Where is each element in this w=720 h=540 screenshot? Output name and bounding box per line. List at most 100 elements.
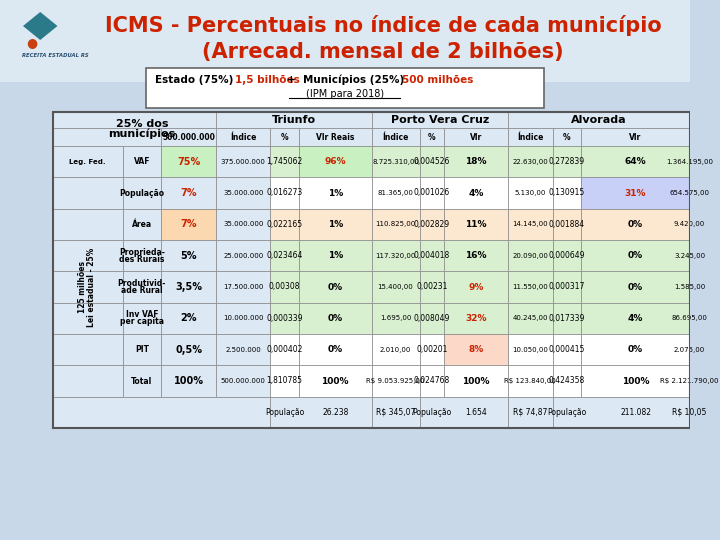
- Text: Estado (75%): Estado (75%): [156, 75, 237, 85]
- Text: 31%: 31%: [625, 188, 647, 198]
- Text: 1.695,00: 1.695,00: [380, 315, 411, 321]
- Bar: [53, 146, 122, 177]
- Bar: [420, 366, 444, 397]
- Text: 0%: 0%: [628, 345, 643, 354]
- Bar: [553, 146, 581, 177]
- Bar: [444, 302, 508, 334]
- Text: 22.630,00: 22.630,00: [512, 159, 548, 165]
- Text: 1%: 1%: [328, 251, 343, 260]
- Bar: [122, 302, 161, 334]
- Bar: [581, 366, 690, 397]
- Text: 10.050,00: 10.050,00: [512, 347, 548, 353]
- Text: População: População: [265, 408, 304, 417]
- Bar: [553, 177, 581, 208]
- Text: R$ 10,05: R$ 10,05: [672, 408, 707, 417]
- Text: Leg. Fed.: Leg. Fed.: [69, 159, 106, 165]
- Bar: [53, 112, 217, 128]
- Text: 500.000.000: 500.000.000: [162, 132, 215, 141]
- Text: 0,004526: 0,004526: [414, 157, 450, 166]
- Text: 100%: 100%: [622, 376, 649, 386]
- Bar: [508, 208, 553, 240]
- Text: Vlr Reais: Vlr Reais: [316, 132, 354, 141]
- Text: (Arrecad. mensal de 2 bilhões): (Arrecad. mensal de 2 bilhões): [202, 42, 564, 62]
- Bar: [553, 128, 581, 146]
- Bar: [145, 68, 544, 108]
- Text: R$ 9.053.925,00: R$ 9.053.925,00: [366, 378, 425, 384]
- Bar: [122, 366, 161, 397]
- Text: %: %: [281, 132, 288, 141]
- Text: 0%: 0%: [628, 220, 643, 229]
- Text: Porto Vera Cruz: Porto Vera Cruz: [390, 115, 489, 125]
- Bar: [270, 397, 372, 428]
- Bar: [553, 334, 581, 366]
- Bar: [372, 112, 508, 128]
- Bar: [553, 302, 581, 334]
- Text: 75%: 75%: [177, 157, 200, 167]
- Bar: [553, 271, 581, 302]
- Bar: [122, 334, 161, 366]
- Bar: [508, 334, 553, 366]
- Text: 2%: 2%: [181, 313, 197, 323]
- Text: 0,022165: 0,022165: [266, 220, 302, 229]
- Bar: [217, 146, 270, 177]
- Bar: [444, 240, 508, 271]
- Text: Índice: Índice: [230, 132, 256, 141]
- Text: 0,000415: 0,000415: [549, 345, 585, 354]
- Text: Índice: Índice: [517, 132, 544, 141]
- Bar: [217, 271, 270, 302]
- Text: 500 milhões: 500 milhões: [402, 75, 474, 85]
- Bar: [53, 128, 161, 146]
- Text: 0,424358: 0,424358: [549, 376, 585, 386]
- Text: %: %: [563, 132, 571, 141]
- Bar: [270, 208, 299, 240]
- Circle shape: [28, 39, 37, 49]
- Text: 0%: 0%: [628, 251, 643, 260]
- Bar: [53, 302, 122, 334]
- Bar: [161, 366, 217, 397]
- Bar: [581, 240, 690, 271]
- Text: 654.575,00: 654.575,00: [670, 190, 710, 196]
- Text: 0,000317: 0,000317: [549, 282, 585, 292]
- Text: 0,001884: 0,001884: [549, 220, 585, 229]
- Text: 10.000.000: 10.000.000: [223, 315, 264, 321]
- Bar: [420, 177, 444, 208]
- Bar: [553, 397, 690, 428]
- Bar: [444, 146, 508, 177]
- Text: VAF: VAF: [133, 157, 150, 166]
- Text: municípios: municípios: [108, 129, 176, 139]
- Text: R$ 345,07: R$ 345,07: [376, 408, 415, 417]
- Bar: [299, 271, 372, 302]
- Text: 117.320,00: 117.320,00: [375, 253, 415, 259]
- Text: 0,008049: 0,008049: [414, 314, 450, 323]
- Text: 0,023464: 0,023464: [266, 251, 302, 260]
- Bar: [270, 128, 299, 146]
- Text: 9.420,00: 9.420,00: [674, 221, 706, 227]
- Text: 1%: 1%: [328, 220, 343, 229]
- Text: R$ 2.121.790,00: R$ 2.121.790,00: [660, 378, 719, 384]
- Bar: [161, 177, 217, 208]
- Text: 0,00308: 0,00308: [269, 282, 300, 292]
- Bar: [299, 128, 372, 146]
- Bar: [444, 366, 508, 397]
- Text: 0,016273: 0,016273: [266, 188, 302, 198]
- Polygon shape: [23, 12, 58, 40]
- Text: 0%: 0%: [328, 282, 343, 292]
- Bar: [508, 128, 553, 146]
- Text: 0%: 0%: [328, 345, 343, 354]
- Text: 18%: 18%: [465, 157, 487, 166]
- Text: 0,5%: 0,5%: [175, 345, 202, 355]
- Text: 96%: 96%: [325, 157, 346, 166]
- Bar: [161, 271, 217, 302]
- Text: 100%: 100%: [174, 376, 204, 386]
- Bar: [161, 240, 217, 271]
- Text: R$ 74,87: R$ 74,87: [513, 408, 547, 417]
- Bar: [420, 240, 444, 271]
- Text: 0%: 0%: [328, 314, 343, 323]
- Text: Proprieda-: Proprieda-: [119, 248, 165, 256]
- Text: 5.130,00: 5.130,00: [515, 190, 546, 196]
- Bar: [217, 112, 372, 128]
- Text: 1.585,00: 1.585,00: [674, 284, 706, 290]
- Bar: [53, 334, 122, 366]
- Text: 100%: 100%: [462, 376, 490, 386]
- Bar: [299, 302, 372, 334]
